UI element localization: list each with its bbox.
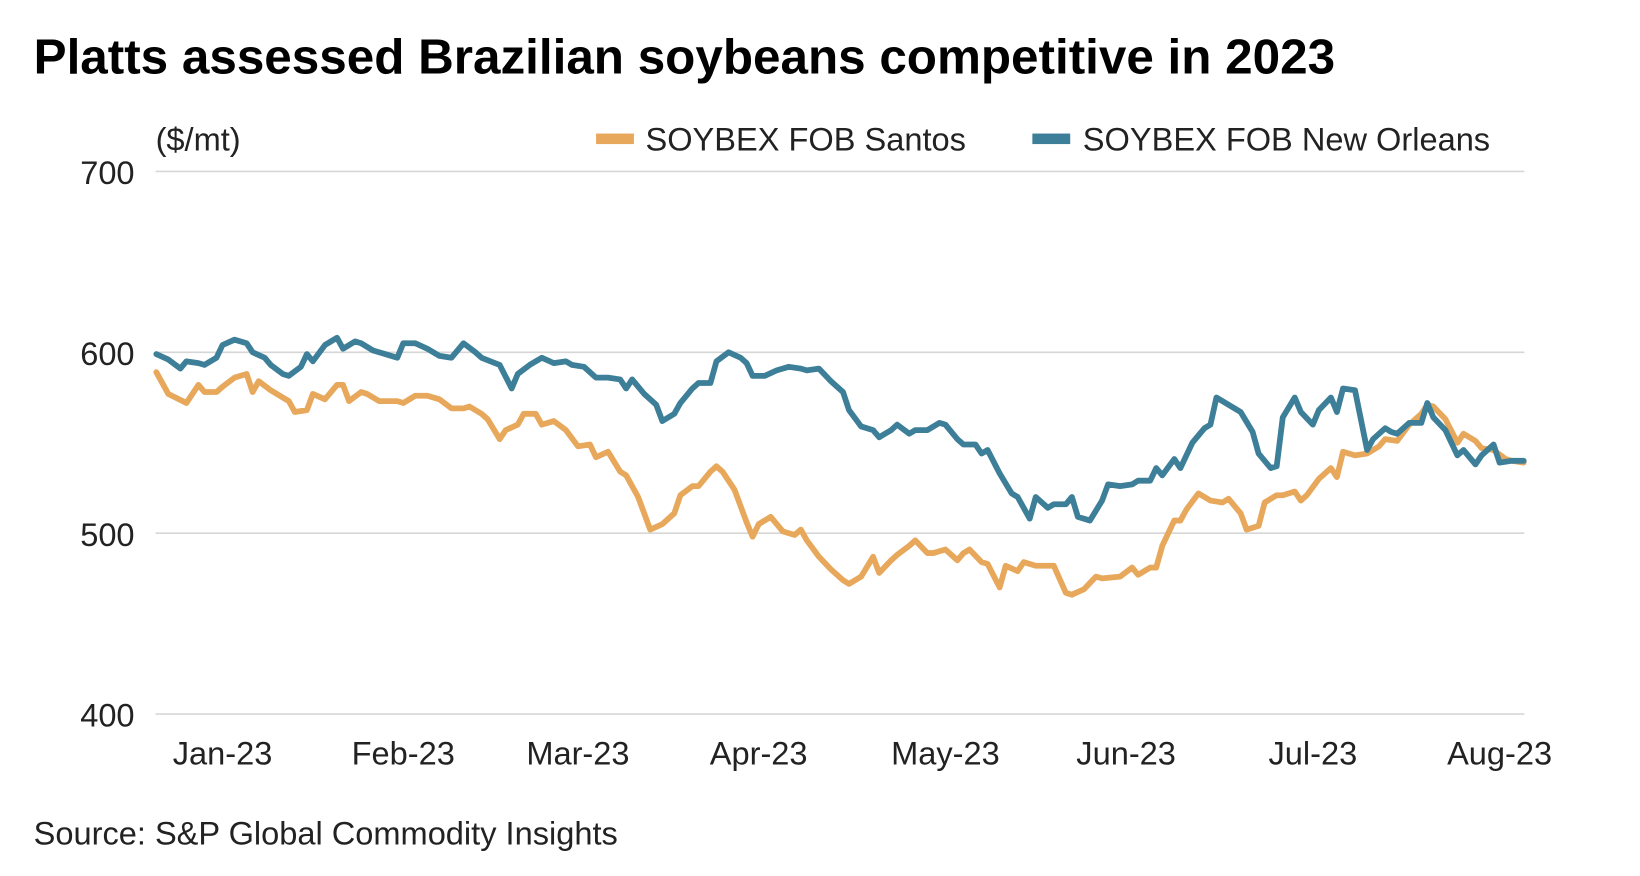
x-tick-label: Aug-23 xyxy=(1447,735,1552,772)
legend-swatch-new-orleans xyxy=(1032,133,1071,145)
y-tick-label: 400 xyxy=(80,697,134,734)
y-tick-label: 700 xyxy=(80,154,134,191)
source-note: Source: S&P Global Commodity Insights xyxy=(34,814,618,851)
y-axis-unit-label: ($/mt) xyxy=(156,120,241,157)
x-tick-label: Jul-23 xyxy=(1268,735,1357,772)
series-line-soybex-fob-santos xyxy=(153,369,1527,598)
legend-swatch-santos xyxy=(596,133,634,145)
x-tick-label: Feb-23 xyxy=(352,735,455,772)
gridlines xyxy=(155,170,1525,715)
chart-title: Platts assessed Brazilian soybeans compe… xyxy=(34,30,1335,85)
legend-label-santos: SOYBEX FOB Santos xyxy=(645,120,965,157)
legend: SOYBEX FOB Santos SOYBEX FOB New Orleans xyxy=(596,120,1490,157)
y-tick-label: 500 xyxy=(80,516,134,553)
x-tick-label: May-23 xyxy=(891,735,1000,772)
x-tick-label: Jun-23 xyxy=(1076,735,1176,772)
series-lines xyxy=(153,334,1527,598)
x-tick-label: Apr-23 xyxy=(710,735,808,772)
series-line-soybex-fob-new-orleans xyxy=(153,334,1527,524)
y-axis-ticks: 400 500 600 700 xyxy=(80,154,134,734)
x-tick-label: Jan-23 xyxy=(173,735,273,772)
legend-label-new-orleans: SOYBEX FOB New Orleans xyxy=(1083,120,1490,157)
y-tick-label: 600 xyxy=(80,335,134,372)
x-tick-label: Mar-23 xyxy=(526,735,629,772)
x-axis-ticks: Jan-23 Feb-23 Mar-23 Apr-23 May-23 Jun-23 Jul-… xyxy=(173,735,1552,772)
